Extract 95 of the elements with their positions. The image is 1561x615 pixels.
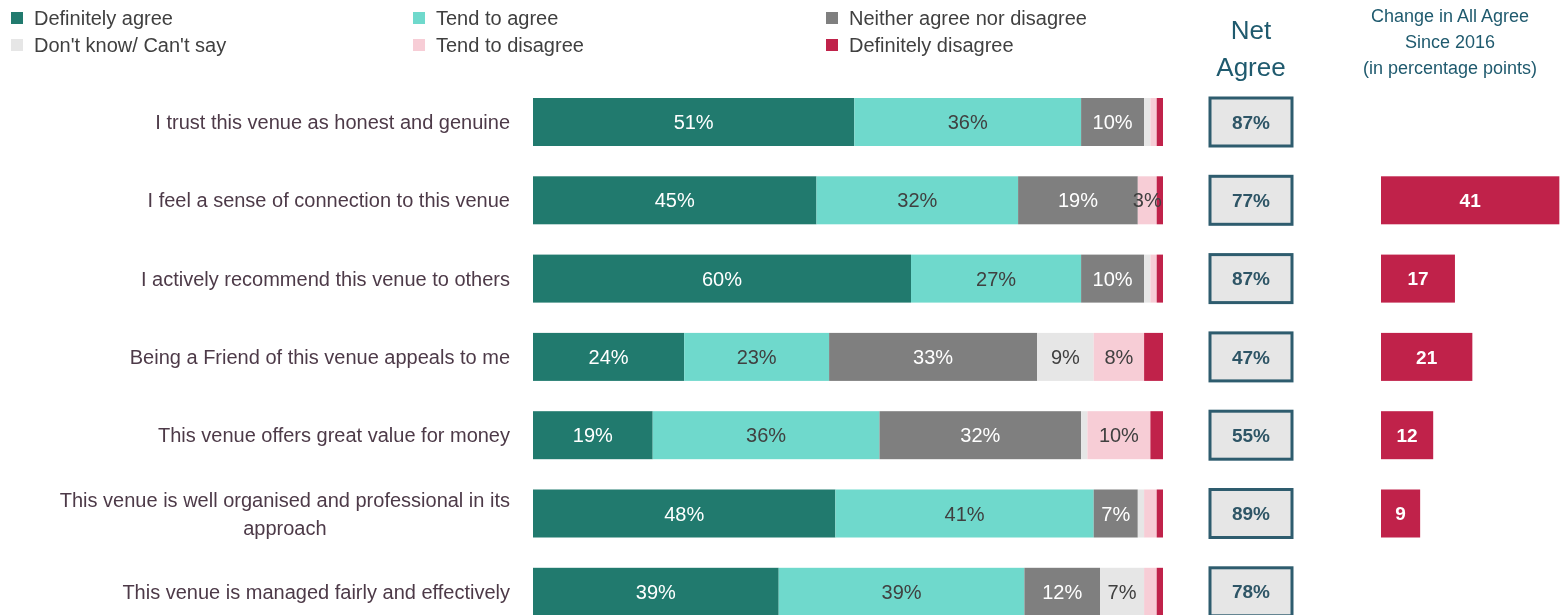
bar [911, 254, 1082, 303]
data-label: 89% [1231, 503, 1271, 525]
y-tick-label: This venue is well organised and professional in its approach [59, 488, 510, 539]
text: Net Agree [1216, 15, 1286, 83]
data-label: 7% [1101, 502, 1131, 525]
legend-label: Definitely agree [34, 7, 173, 29]
bar [1381, 176, 1560, 225]
bar [1024, 567, 1100, 615]
legend-label: Don't know/ Can't say [34, 34, 227, 56]
data-label: 24% [588, 345, 629, 368]
bar [1381, 332, 1473, 381]
bar [1037, 332, 1094, 381]
data-label: 12% [1042, 580, 1083, 603]
data-label: 48% [664, 502, 705, 525]
bar [1144, 254, 1151, 303]
data-label: 17 [1407, 268, 1429, 290]
bar [1144, 332, 1163, 381]
data-label: 21 [1416, 346, 1438, 368]
bar [1381, 411, 1434, 460]
y-tick-label: I feel a sense of connection to this venue [147, 189, 510, 212]
data-label: 41 [1459, 189, 1482, 211]
bar [533, 176, 817, 225]
data-label: 9 [1395, 503, 1406, 525]
data-label: 41% [944, 502, 985, 525]
bar [1100, 567, 1145, 615]
data-label: 7% [1107, 580, 1137, 603]
bar [1093, 489, 1138, 538]
bar [1081, 411, 1088, 460]
bar [1156, 489, 1163, 538]
bar [533, 254, 911, 303]
data-label: 45% [654, 189, 695, 212]
data-label: 87% [1231, 268, 1271, 290]
legend-label: Definitely disagree [849, 34, 1014, 56]
bar [1081, 254, 1145, 303]
bar [1156, 254, 1163, 303]
data-label: 12 [1396, 424, 1418, 446]
bar [1144, 489, 1157, 538]
bar [1144, 98, 1151, 146]
legend-label: Neither agree nor disagree [849, 7, 1087, 29]
data-label: 36% [746, 424, 787, 447]
bar [533, 332, 685, 381]
bar [533, 567, 779, 615]
chart-subtitle: (in percentage points) [1362, 58, 1538, 79]
legend-label: Tend to agree [436, 7, 559, 29]
bar [652, 411, 880, 460]
bar [1156, 567, 1163, 615]
data-label: 32% [960, 424, 1001, 447]
bar [879, 411, 1082, 460]
data-label: 39% [635, 580, 677, 603]
data-label: 27% [976, 267, 1017, 290]
data-label: 51% [673, 111, 714, 133]
bar [854, 98, 1082, 146]
y-tick-label: I actively recommend this venue to others [140, 267, 510, 290]
y-tick-label: This venue is managed fairly and effectively [122, 580, 510, 603]
data-label: 55% [1231, 424, 1271, 446]
data-label: 77% [1231, 189, 1271, 211]
data-label: 19% [572, 424, 614, 447]
data-label: 47% [1231, 346, 1271, 368]
data-label: 10% [1092, 111, 1133, 133]
data-label: 78% [1231, 581, 1271, 603]
bar [829, 332, 1037, 381]
bar [1150, 254, 1157, 303]
bar [816, 176, 1019, 225]
bar [1150, 411, 1163, 460]
data-label: 10% [1092, 267, 1133, 290]
data-label: 39% [881, 580, 922, 603]
data-label: 9% [1050, 345, 1081, 368]
y-tick-label: Being a Friend of this venue appeals to me [129, 345, 510, 368]
bar [1150, 98, 1157, 146]
y-tick-label: This venue offers great value for money [157, 424, 510, 447]
data-label: 19% [1057, 189, 1099, 212]
data-label: 23% [736, 345, 777, 368]
bar [1081, 98, 1145, 146]
bar [1381, 489, 1421, 538]
y-tick-label: I trust this venue as honest and genuine [155, 111, 510, 133]
bar [533, 489, 836, 538]
legend-label: Tend to disagree [436, 34, 584, 56]
data-label: 36% [947, 111, 988, 133]
bar [684, 332, 830, 381]
bar [1156, 98, 1163, 146]
bar [1144, 567, 1157, 615]
data-label: 32% [897, 189, 938, 212]
data-label: 60% [701, 267, 743, 290]
bar [778, 567, 1025, 615]
data-label: 10% [1098, 424, 1140, 447]
bar [1087, 411, 1151, 460]
data-label: 33% [913, 345, 954, 368]
chart-title: Change in All Agree Since 2016 [1370, 6, 1530, 53]
data-label: 87% [1231, 111, 1271, 133]
bar [533, 411, 653, 460]
bar [533, 98, 855, 146]
bar [1137, 489, 1145, 538]
data-label: 8% [1104, 345, 1134, 368]
bar [1381, 254, 1455, 303]
bar [835, 489, 1094, 538]
